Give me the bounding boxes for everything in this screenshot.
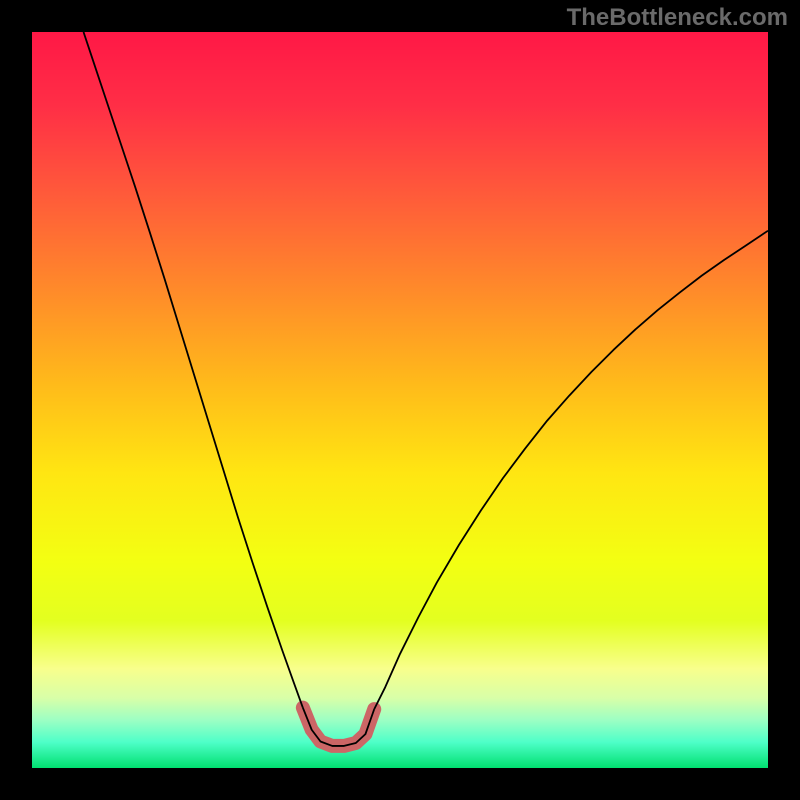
watermark-text: TheBottleneck.com	[567, 4, 788, 32]
plot-area	[32, 32, 768, 768]
curve-layer	[32, 32, 768, 768]
left-curve	[84, 32, 303, 708]
right-curve	[374, 231, 768, 709]
chart-container: TheBottleneck.com	[0, 0, 800, 800]
marker-band	[303, 708, 374, 746]
